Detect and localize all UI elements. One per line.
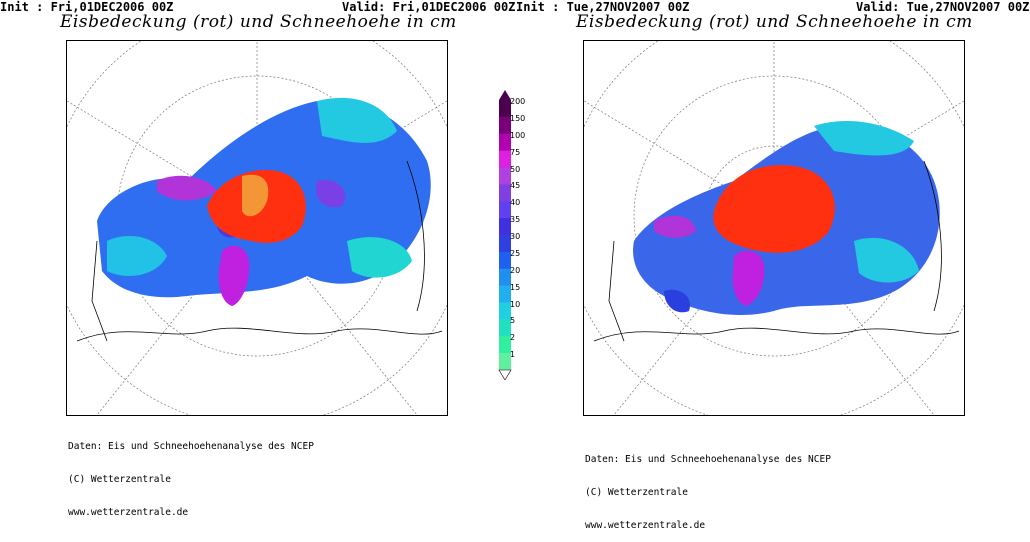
right-sea-ice <box>713 165 835 253</box>
right-valid-label: Valid: Tue,27NOV2007 00Z <box>856 0 1030 14</box>
legend-top-arrow <box>499 90 511 100</box>
left-ice-edge-melt <box>242 174 269 217</box>
legend-label-20: 20 <box>510 265 521 275</box>
left-snow-deep-1 <box>157 175 217 201</box>
left-map-title: Eisbedeckung (rot) und Schneehoehe in cm <box>60 12 457 32</box>
left-map-canvas <box>67 41 447 415</box>
right-credit-line-3: www.wetterzentrale.de <box>585 520 706 531</box>
legend-swatch-50 <box>499 167 511 185</box>
legend-label-10: 10 <box>510 299 521 309</box>
legend-swatch-1 <box>499 353 511 371</box>
legend-label-100: 100 <box>510 130 526 140</box>
legend-swatch-15 <box>499 285 511 304</box>
right-snow-cyan-east <box>854 237 919 283</box>
legend-swatch-25 <box>499 251 511 270</box>
color-legend: 200 150 100 75 50 45 40 35 30 25 20 15 10 5 2 1 <box>498 90 558 380</box>
right-snow-deep-1 <box>654 215 696 238</box>
right-credit-line-1: Daten: Eis und Schneehoehenanalyse des N… <box>585 454 831 465</box>
legend-label-150: 150 <box>510 113 526 123</box>
left-snow-deep-2 <box>316 180 346 208</box>
left-init-label: Init : Fri,01DEC2006 00Z <box>0 0 174 14</box>
right-map-canvas <box>584 41 964 415</box>
left-greenland <box>218 245 250 306</box>
legend-label-25: 25 <box>510 248 521 258</box>
right-map-title: Eisbedeckung (rot) und Schneehoehe in cm <box>576 12 973 32</box>
legend-swatch-75 <box>499 150 511 169</box>
legend-bottom-arrow <box>498 369 512 380</box>
legend-label-40: 40 <box>510 198 521 208</box>
left-map-panel <box>66 40 448 416</box>
legend-label-50: 50 <box>510 164 521 174</box>
legend-swatch-200 <box>499 100 511 118</box>
legend-label-2: 2 <box>510 333 516 343</box>
left-credits: Daten: Eis und Schneehoehenanalyse des N… <box>68 419 314 529</box>
legend-label-5: 5 <box>510 316 516 326</box>
legend-swatch-45 <box>499 184 511 202</box>
legend-label-1: 1 <box>510 350 516 360</box>
right-coastlines <box>593 160 960 342</box>
right-init-label: Init : Tue,27NOV2007 00Z <box>516 0 690 14</box>
legend-label-75: 75 <box>510 147 521 157</box>
legend-swatch-2 <box>499 336 511 354</box>
legend-bar <box>498 90 512 380</box>
legend-swatch-10 <box>499 302 511 320</box>
legend-swatch-150 <box>499 116 511 135</box>
right-credit-line-2: (C) Wetterzentrale <box>585 487 688 498</box>
right-snow-cyan-north <box>814 121 914 156</box>
left-credit-line-2: (C) Wetterzentrale <box>68 474 171 485</box>
left-credit-line-3: www.wetterzentrale.de <box>68 507 189 518</box>
right-greenland <box>732 250 765 306</box>
legend-swatch-40 <box>499 201 511 219</box>
legend-label-30: 30 <box>510 232 521 241</box>
legend-swatch-35 <box>499 218 511 236</box>
left-snow-cyan-east <box>347 237 412 278</box>
legend-swatch-100 <box>499 133 511 152</box>
legend-label-200: 200 <box>510 97 526 106</box>
left-snow-cyan-north <box>317 97 397 143</box>
left-valid-label: Valid: Fri,01DEC2006 00Z <box>342 0 516 14</box>
legend-swatch-5 <box>499 319 511 337</box>
legend-swatch-20 <box>499 268 511 287</box>
legend-swatch-30 <box>499 235 511 253</box>
left-coastlines <box>76 160 443 342</box>
right-credits: Daten: Eis und Schneehoehenanalyse des N… <box>585 432 831 542</box>
right-snow-deep-2 <box>664 289 690 313</box>
legend-label-45: 45 <box>510 181 521 191</box>
left-credit-line-1: Daten: Eis und Schneehoehenanalyse des N… <box>68 441 314 452</box>
legend-label-35: 35 <box>510 215 521 225</box>
right-map-panel <box>583 40 965 416</box>
legend-label-15: 15 <box>510 282 521 292</box>
left-snow-cyan-west <box>107 236 167 276</box>
